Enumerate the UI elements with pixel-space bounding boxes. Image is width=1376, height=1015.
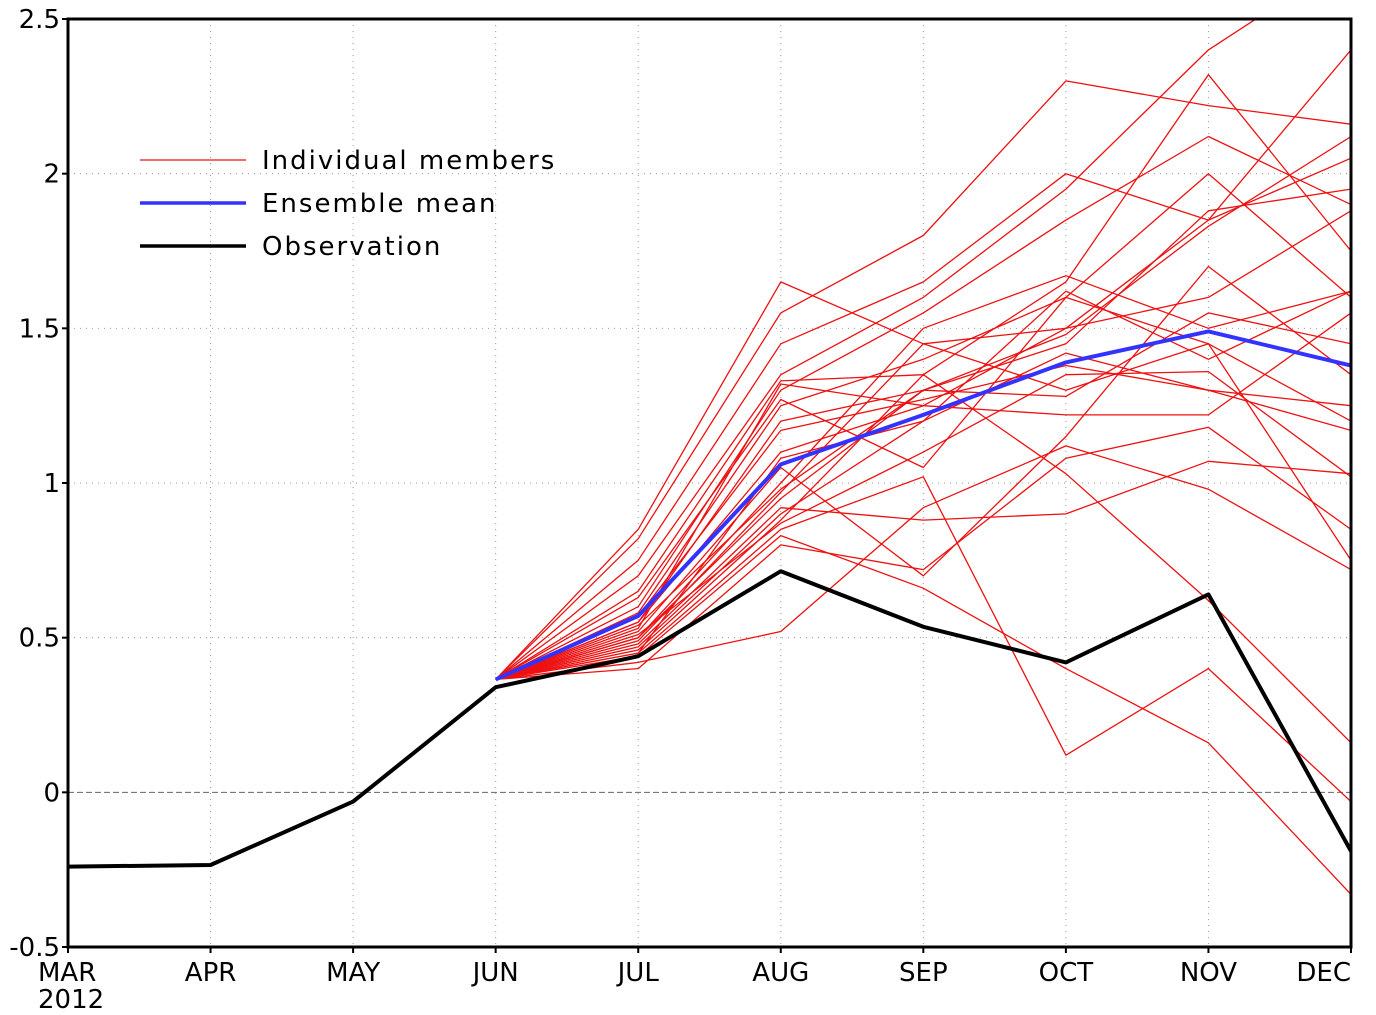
data-line [495, 19, 1258, 680]
x-tick-label: OCT [1039, 958, 1094, 988]
y-tick-label: 2.5 [19, 5, 60, 35]
x-tick-label: MAR [38, 958, 96, 988]
data-line [495, 210, 1351, 681]
year-label: 2012 [38, 985, 104, 1011]
plot-lines [68, 19, 1351, 895]
data-line [495, 445, 1351, 681]
x-tick-label: JUL [616, 958, 660, 988]
data-line [495, 370, 1351, 681]
x-tick-label: MAY [326, 958, 380, 988]
x-tick-label: JUN [471, 958, 519, 988]
data-line [495, 374, 1351, 744]
plot-frame [66, 17, 1353, 949]
data-line [495, 426, 1351, 681]
y-tick-label: 1.5 [19, 314, 60, 344]
legend-label: Observation [262, 232, 442, 262]
data-line [495, 296, 1351, 680]
data-line [495, 290, 1351, 681]
y-tick-label: 0 [43, 778, 60, 808]
data-line [495, 135, 1351, 681]
data-line [495, 173, 1351, 680]
x-tick-label: SEP [899, 958, 948, 988]
x-tick-label: APR [185, 958, 237, 988]
data-line [495, 135, 1351, 680]
legend-label: Ensemble mean [262, 189, 498, 219]
x-tick-label: AUG [752, 958, 809, 988]
legend-label: Individual members [262, 146, 556, 176]
data-line [495, 80, 1351, 680]
x-tick-label: DEC [1296, 958, 1351, 988]
data-line [494, 329, 1351, 682]
y-tick-label: -0.5 [9, 933, 60, 963]
data-line [495, 364, 1351, 680]
data-line [495, 265, 1351, 681]
y-tick-label: 1 [43, 469, 60, 499]
data-line [495, 460, 1351, 681]
y-tick-label: 2 [43, 160, 60, 190]
x-tick-label: NOV [1180, 958, 1237, 988]
y-tick-label: 0.5 [19, 624, 60, 654]
data-line [495, 312, 1351, 681]
data-line [68, 569, 1351, 869]
